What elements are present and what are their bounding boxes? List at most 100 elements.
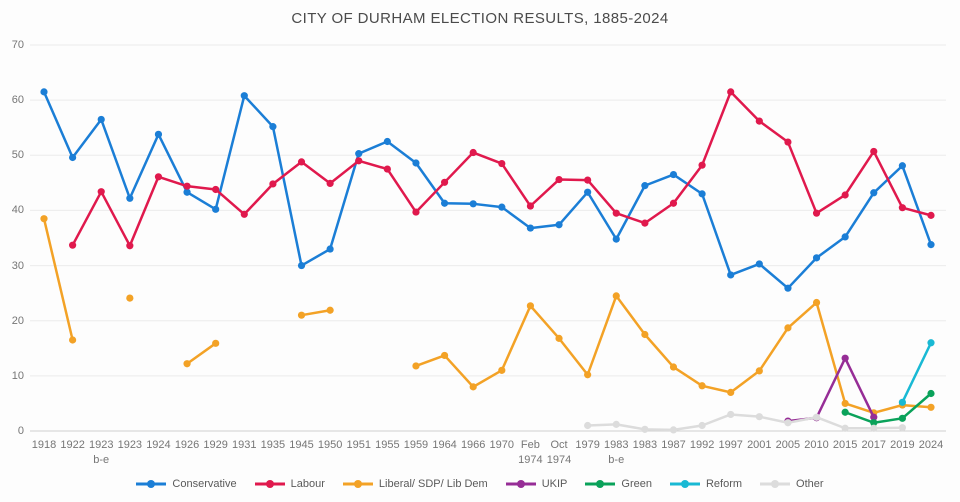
data-point-conservative [669, 170, 678, 179]
x-tick-label: 1987 [661, 439, 686, 451]
x-tick-label: 1924 [146, 439, 171, 451]
series-green [841, 389, 935, 427]
data-point-liberal-sdp-lib-dem [297, 311, 306, 319]
data-point-labour [183, 182, 191, 190]
x-tick-label: 2024 [918, 439, 944, 451]
data-point-labour [154, 173, 163, 181]
y-tick-label: 40 [11, 204, 24, 217]
x-tick-label: 1970 [489, 439, 515, 451]
legend-swatch-dot [353, 480, 362, 488]
data-point-conservative [154, 130, 163, 138]
data-point-liberal-sdp-lib-dem [412, 362, 420, 370]
data-point-liberal-sdp-lib-dem [841, 399, 849, 408]
data-point-labour [498, 159, 506, 168]
data-point-conservative [498, 203, 506, 211]
data-point-other [812, 413, 821, 421]
data-point-conservative [870, 189, 878, 197]
x-tick-label: 1918 [31, 439, 57, 451]
legend-label: Other [796, 478, 824, 490]
legend-swatch-icon [342, 480, 373, 488]
x-tick-label: 1923 b-e [88, 439, 114, 466]
data-point-labour [240, 210, 248, 218]
data-point-conservative [412, 159, 420, 167]
data-point-liberal-sdp-lib-dem [40, 215, 48, 223]
x-tick-label: 2015 [832, 439, 858, 451]
data-point-conservative [212, 205, 220, 213]
data-point-liberal-sdp-lib-dem [755, 367, 763, 375]
legend-swatch-dot [680, 480, 689, 488]
data-point-conservative [383, 137, 391, 146]
data-point-conservative [526, 224, 535, 232]
data-point-other [841, 424, 849, 432]
data-point-conservative [927, 241, 935, 249]
data-point-labour [927, 211, 935, 219]
data-point-liberal-sdp-lib-dem [498, 366, 506, 374]
data-point-labour [698, 161, 706, 169]
data-point-conservative [240, 92, 248, 100]
data-point-labour [69, 241, 77, 249]
legend-label: UKIP [541, 478, 568, 490]
series-other [584, 410, 906, 434]
x-tick-label: 1926 [174, 439, 200, 451]
series-line-liberal-sdp-lib-dem [185, 342, 217, 365]
series-line-other [586, 413, 904, 432]
data-point-conservative [755, 260, 763, 268]
data-point-labour [212, 185, 220, 194]
legend-swatch-icon [136, 480, 167, 488]
data-point-other [612, 420, 620, 428]
legend: Conservative Labour Liberal/ SDP/ Lib Dem U… [0, 473, 960, 495]
data-point-other [898, 424, 906, 432]
series-line-liberal-sdp-lib-dem [42, 217, 74, 342]
data-point-liberal-sdp-lib-dem [526, 302, 535, 310]
legend-label: Conservative [172, 478, 237, 490]
chart-title: CITY OF DURHAM ELECTION RESULTS, 1885-20… [291, 10, 669, 27]
legend-swatch-dot [147, 480, 156, 488]
x-tick-label: Feb 1974 [518, 439, 543, 466]
legend-swatch-icon [254, 480, 285, 488]
data-point-labour [383, 165, 391, 173]
data-point-conservative [698, 190, 706, 198]
x-tick-label: 1964 [432, 439, 457, 451]
data-point-labour [297, 158, 306, 166]
x-tick-label: 2019 [890, 439, 915, 451]
data-point-other [727, 410, 735, 419]
x-tick-label: Oct 1974 [546, 439, 572, 466]
legend-swatch-icon [505, 480, 536, 488]
series-line-ukip [786, 356, 876, 423]
series-line-liberal-sdp-lib-dem [300, 308, 332, 317]
x-tick-label: 2005 [775, 439, 801, 451]
data-point-liberal-sdp-lib-dem [326, 306, 334, 314]
legend-label: Liberal/ SDP/ Lib Dem [378, 478, 488, 490]
legend-swatch-dot [771, 480, 780, 488]
data-point-conservative [841, 233, 849, 241]
data-point-liberal-sdp-lib-dem [584, 371, 592, 379]
data-point-ukip [870, 413, 878, 421]
data-point-reform [927, 339, 935, 347]
data-point-conservative [440, 199, 449, 207]
data-point-labour [555, 175, 563, 184]
legend-swatch-icon [760, 480, 791, 488]
data-point-labour [755, 117, 763, 125]
data-point-conservative [612, 235, 620, 243]
series-line-conservative [42, 90, 933, 290]
series-line-green [843, 392, 933, 424]
data-point-conservative [297, 261, 306, 270]
series-labour [69, 88, 935, 250]
data-point-labour [870, 147, 878, 156]
legend-swatch-dot [596, 480, 605, 488]
data-point-labour [584, 176, 592, 184]
y-tick-label: 60 [11, 94, 24, 107]
data-point-conservative [898, 162, 906, 170]
data-point-labour [469, 148, 477, 157]
data-point-labour [440, 178, 449, 186]
data-point-other [669, 426, 678, 434]
legend-item-ukip: UKIP [505, 478, 568, 490]
x-tick-label: 1950 [317, 439, 343, 451]
y-tick-label: 70 [11, 39, 24, 51]
data-point-green [841, 408, 849, 416]
x-tick-label: 1955 [375, 439, 400, 451]
data-point-labour [841, 191, 849, 199]
data-point-other [641, 425, 649, 433]
data-point-conservative [126, 194, 134, 202]
